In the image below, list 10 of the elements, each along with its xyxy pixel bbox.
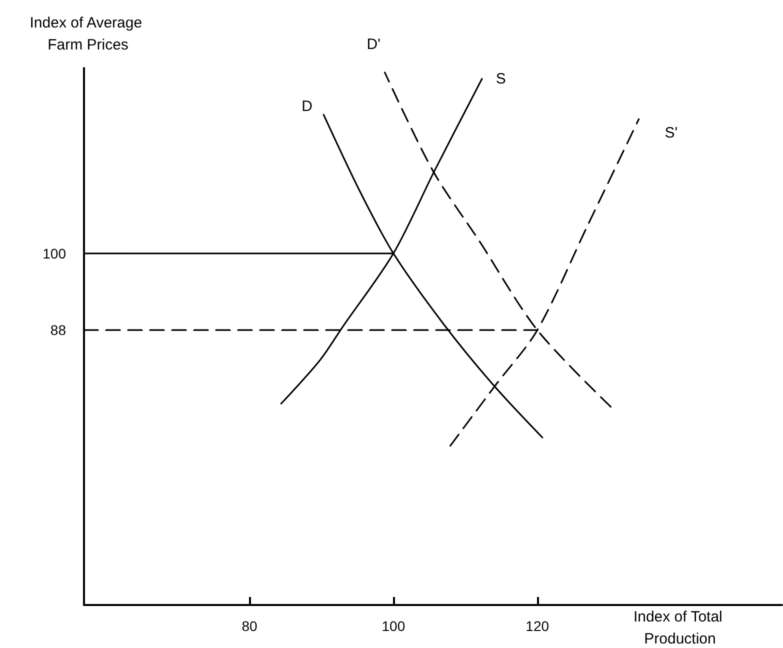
x-tick-label: 80	[242, 618, 258, 634]
x-tick-label: 120	[526, 618, 550, 634]
y-axis-title: Index of Average Farm Prices	[30, 14, 146, 54]
series-label: S'	[664, 124, 678, 142]
y-tick-label: 88	[50, 322, 66, 338]
series-label: D'	[366, 36, 381, 53]
x-tick-label: 100	[382, 618, 406, 634]
series-label: S	[496, 70, 506, 88]
x-axis-title: Index of Total Production	[633, 608, 727, 648]
series-label: D	[302, 98, 313, 116]
